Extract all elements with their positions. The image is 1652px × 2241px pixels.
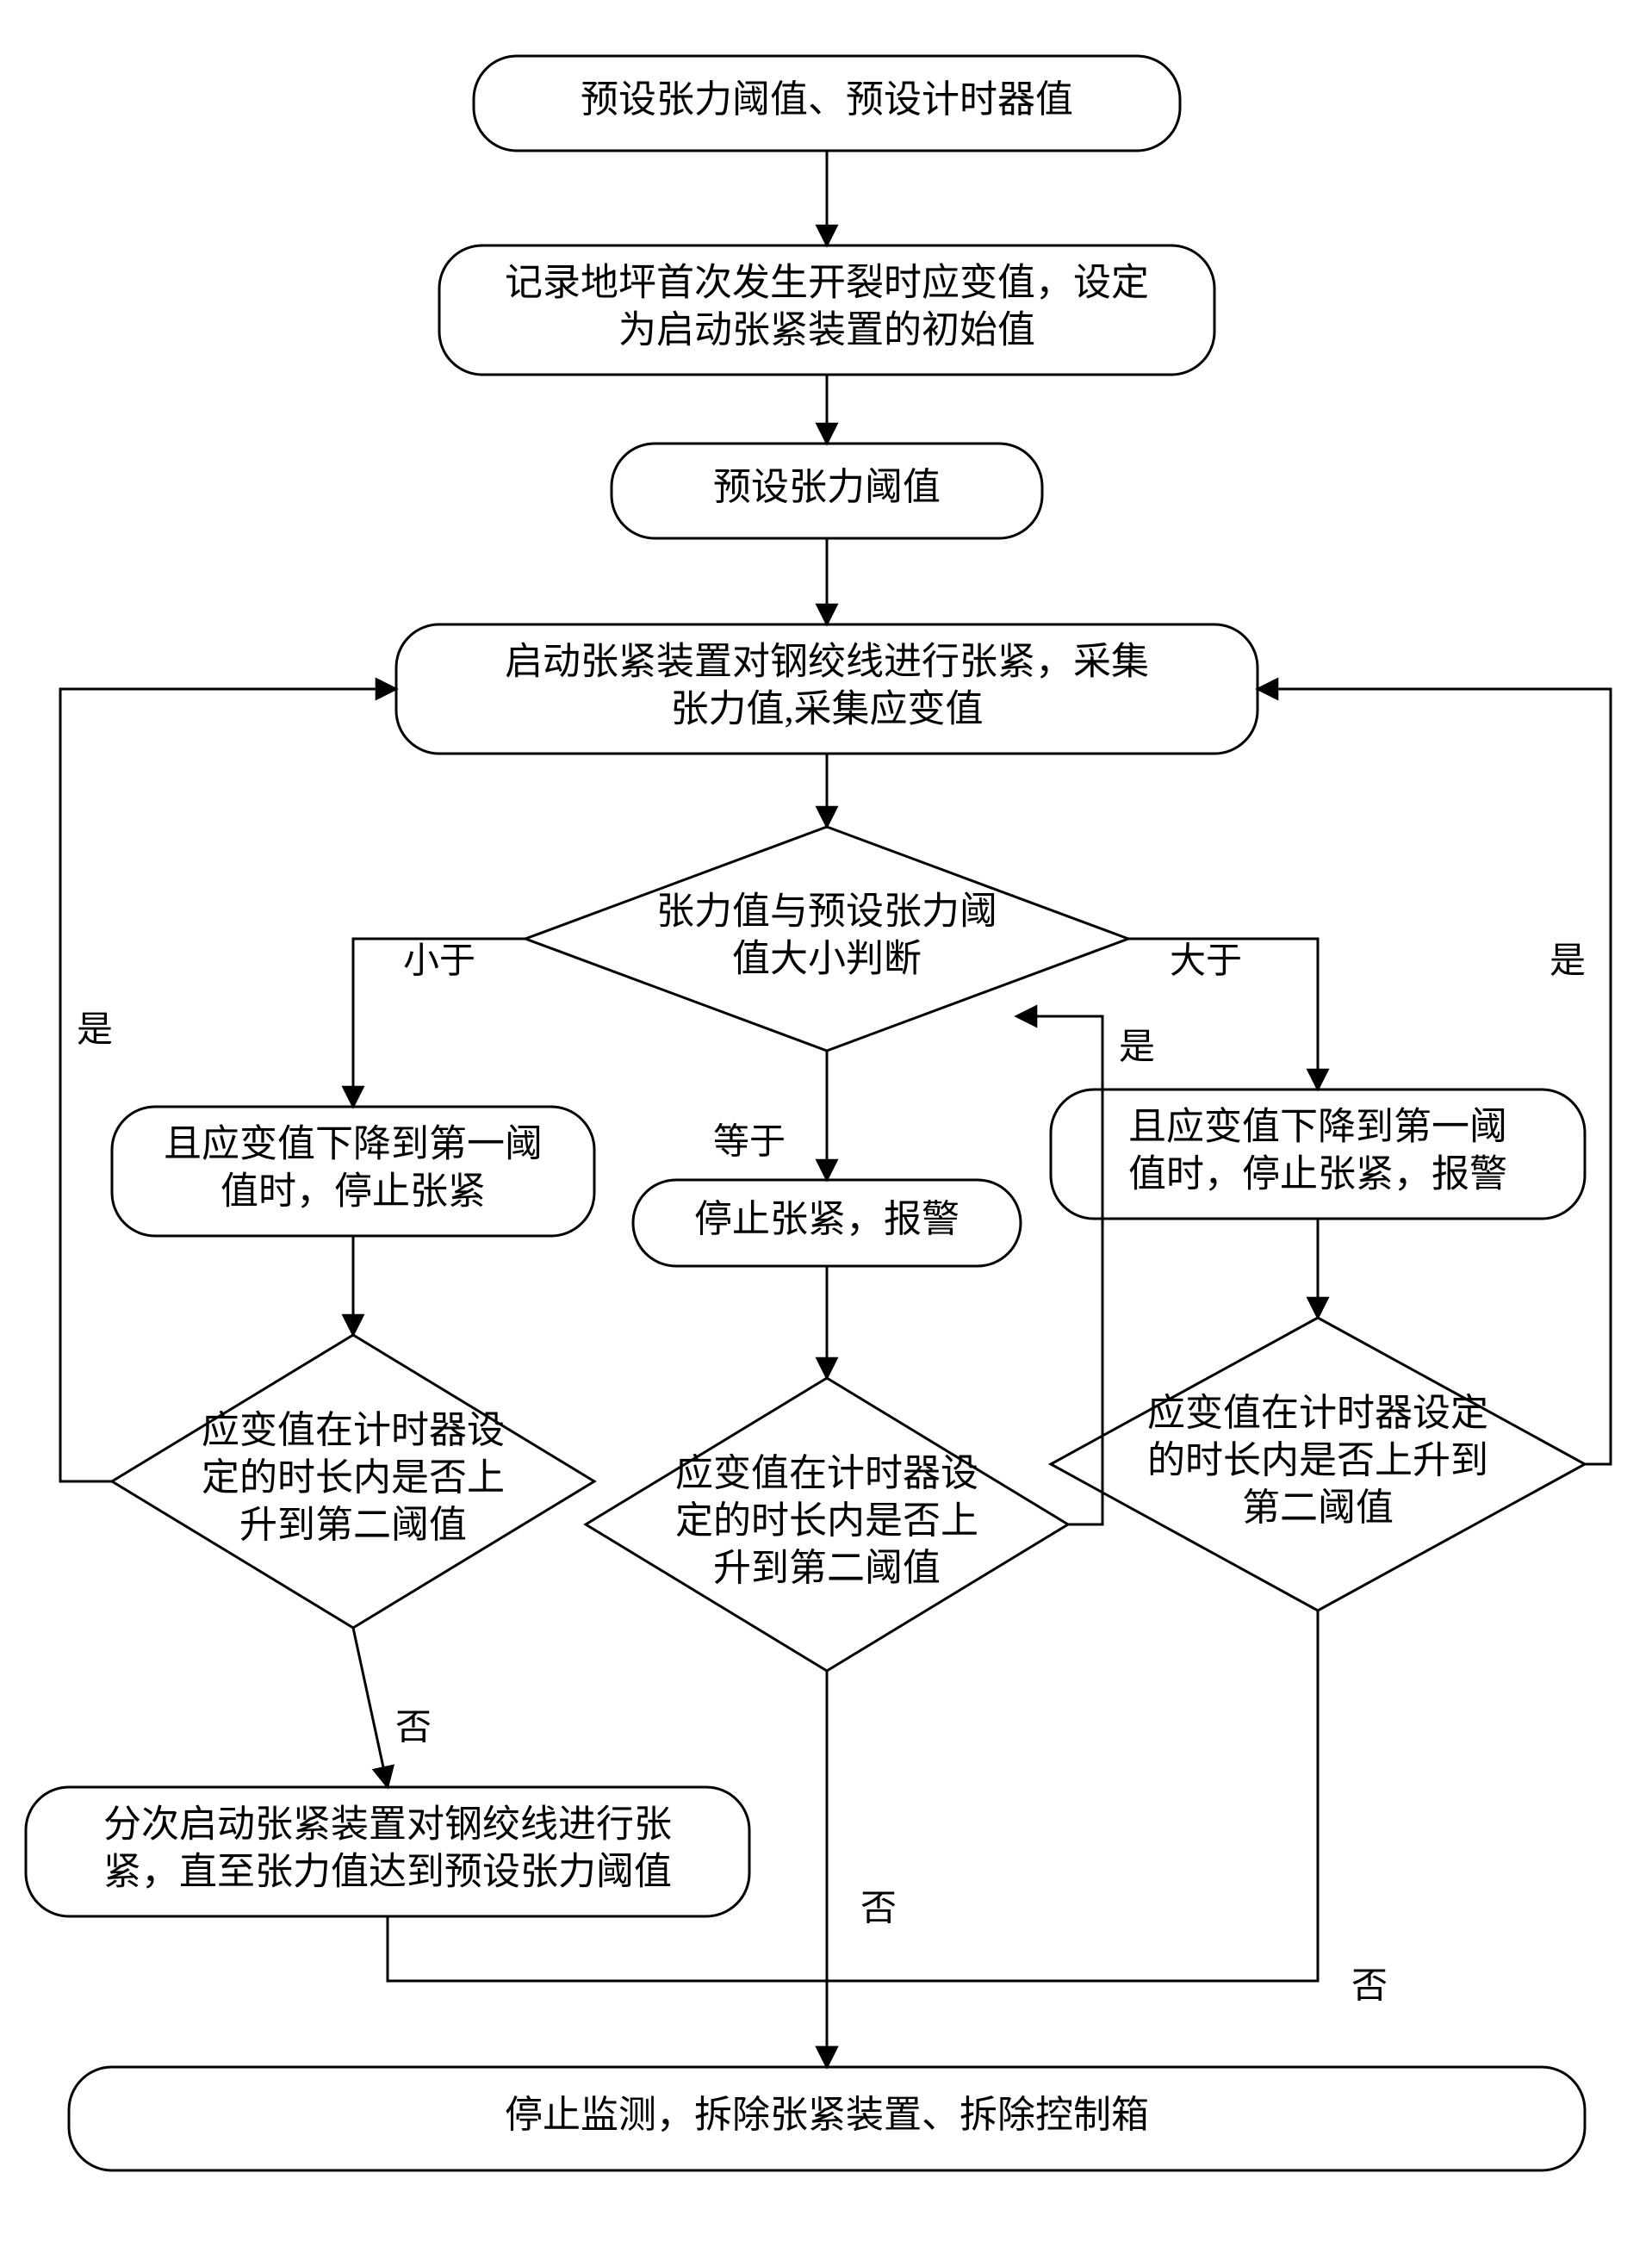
svg-text:张力值,采集应变值: 张力值,采集应变值 [671,688,984,730]
svg-text:是: 是 [1119,1028,1155,1068]
svg-text:应变值在计时器设定: 应变值在计时器设定 [1147,1392,1488,1434]
svg-text:升到第二阈值: 升到第二阈值 [239,1504,467,1546]
flowchart-svg: 小于等于大于否是是是否否预设张力阈值、预设计时器值记录地坪首次发生开裂时应变值，… [0,0,1652,2241]
svg-text:小于: 小于 [403,942,475,982]
svg-text:应变值在计时器设: 应变值在计时器设 [202,1409,505,1451]
svg-text:预设张力阈值: 预设张力阈值 [713,466,941,508]
svg-text:第二阈值: 第二阈值 [1242,1487,1394,1529]
svg-text:为启动张紧装置的初始值: 为启动张紧装置的初始值 [618,309,1035,351]
svg-text:是: 是 [77,1011,113,1051]
svg-text:否: 否 [395,1709,432,1748]
svg-text:值大小判断: 值大小判断 [732,938,922,980]
svg-text:且应变值下降到第一阈: 且应变值下降到第一阈 [164,1123,543,1165]
svg-text:的时长内是否上升到: 的时长内是否上升到 [1147,1439,1488,1481]
svg-text:定的时长内是否上: 定的时长内是否上 [675,1499,978,1542]
svg-text:记录地坪首次发生开裂时应变值，设定: 记录地坪首次发生开裂时应变值，设定 [505,262,1149,304]
svg-text:否: 否 [860,1890,897,1929]
svg-text:张力值与预设张力阈: 张力值与预设张力阈 [656,891,997,933]
svg-text:否: 否 [1351,1967,1388,2007]
svg-text:应变值在计时器设: 应变值在计时器设 [675,1452,978,1494]
svg-text:值时，停止张紧，报警: 值时，停止张紧，报警 [1128,1153,1507,1195]
svg-text:且应变值下降到第一阈: 且应变值下降到第一阈 [1128,1106,1507,1148]
svg-text:是: 是 [1550,942,1586,982]
svg-text:定的时长内是否上: 定的时长内是否上 [202,1456,505,1499]
svg-text:值时，停止张紧: 值时，停止张紧 [220,1170,486,1213]
svg-text:停止监测，拆除张紧装置、拆除控制箱: 停止监测，拆除张紧装置、拆除控制箱 [505,2094,1149,2136]
svg-text:启动张紧装置对钢绞线进行张紧，采集: 启动张紧装置对钢绞线进行张紧，采集 [505,641,1149,683]
flowchart-container: 小于等于大于否是是是否否预设张力阈值、预设计时器值记录地坪首次发生开裂时应变值，… [0,0,1652,2241]
svg-text:升到第二阈值: 升到第二阈值 [713,1547,941,1589]
svg-text:预设张力阈值、预设计时器值: 预设张力阈值、预设计时器值 [581,78,1073,121]
svg-text:停止张紧，报警: 停止张紧，报警 [694,1198,960,1240]
svg-text:大于: 大于 [1170,942,1242,982]
svg-text:等于: 等于 [713,1123,786,1163]
svg-text:紧，直至张力值达到预设张力阈值: 紧，直至张力值达到预设张力阈值 [103,1851,672,1893]
svg-text:分次启动张紧装置对钢绞线进行张: 分次启动张紧装置对钢绞线进行张 [103,1803,672,1846]
